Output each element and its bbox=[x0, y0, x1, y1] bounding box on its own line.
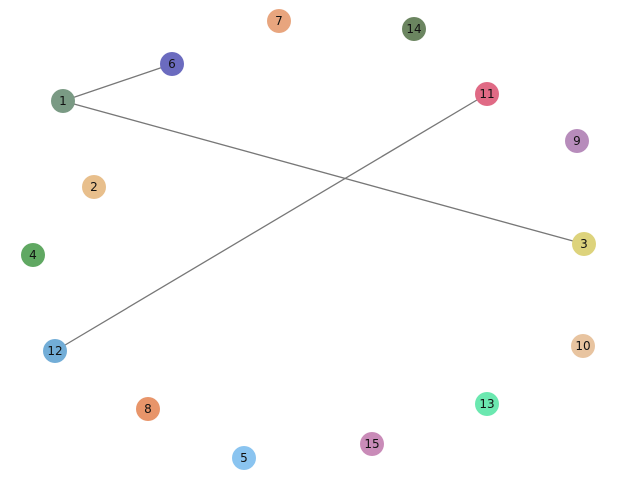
node-circle bbox=[21, 243, 45, 267]
node-14: 14 bbox=[402, 17, 426, 41]
node-label: 14 bbox=[406, 22, 421, 36]
node-circle bbox=[475, 392, 499, 416]
node-circle bbox=[43, 339, 67, 363]
edge-11-12 bbox=[54, 93, 488, 352]
node-label: 1 bbox=[59, 94, 67, 108]
node-label: 12 bbox=[47, 344, 62, 358]
node-label: 15 bbox=[364, 437, 379, 451]
node-4: 4 bbox=[21, 243, 45, 267]
node-1: 1 bbox=[51, 89, 75, 113]
node-5: 5 bbox=[232, 446, 256, 470]
node-label: 10 bbox=[575, 339, 590, 353]
node-circle bbox=[360, 432, 384, 456]
edge-1-3 bbox=[62, 100, 585, 245]
node-circle bbox=[160, 52, 184, 76]
node-2: 2 bbox=[82, 175, 106, 199]
node-label: 3 bbox=[580, 237, 588, 251]
edge-1-6 bbox=[62, 63, 173, 102]
node-label: 5 bbox=[240, 451, 248, 465]
node-7: 7 bbox=[267, 9, 291, 33]
node-circle bbox=[571, 334, 595, 358]
node-circle bbox=[267, 9, 291, 33]
node-circle bbox=[572, 232, 596, 256]
node-label: 2 bbox=[90, 180, 98, 194]
node-circle bbox=[51, 89, 75, 113]
node-circle bbox=[82, 175, 106, 199]
node-circle bbox=[475, 82, 499, 106]
node-label: 13 bbox=[479, 397, 494, 411]
node-circle bbox=[136, 397, 160, 421]
node-label: 11 bbox=[479, 87, 494, 101]
node-label: 4 bbox=[29, 248, 37, 262]
node-12: 12 bbox=[43, 339, 67, 363]
node-13: 13 bbox=[475, 392, 499, 416]
edges-layer bbox=[54, 63, 585, 352]
node-6: 6 bbox=[160, 52, 184, 76]
node-label: 9 bbox=[573, 134, 581, 148]
node-8: 8 bbox=[136, 397, 160, 421]
node-15: 15 bbox=[360, 432, 384, 456]
node-9: 9 bbox=[565, 129, 589, 153]
node-10: 10 bbox=[571, 334, 595, 358]
node-label: 8 bbox=[144, 402, 152, 416]
node-circle bbox=[402, 17, 426, 41]
node-label: 6 bbox=[168, 57, 176, 71]
node-3: 3 bbox=[572, 232, 596, 256]
node-label: 7 bbox=[275, 14, 283, 28]
node-circle bbox=[565, 129, 589, 153]
node-circle bbox=[232, 446, 256, 470]
node-11: 11 bbox=[475, 82, 499, 106]
